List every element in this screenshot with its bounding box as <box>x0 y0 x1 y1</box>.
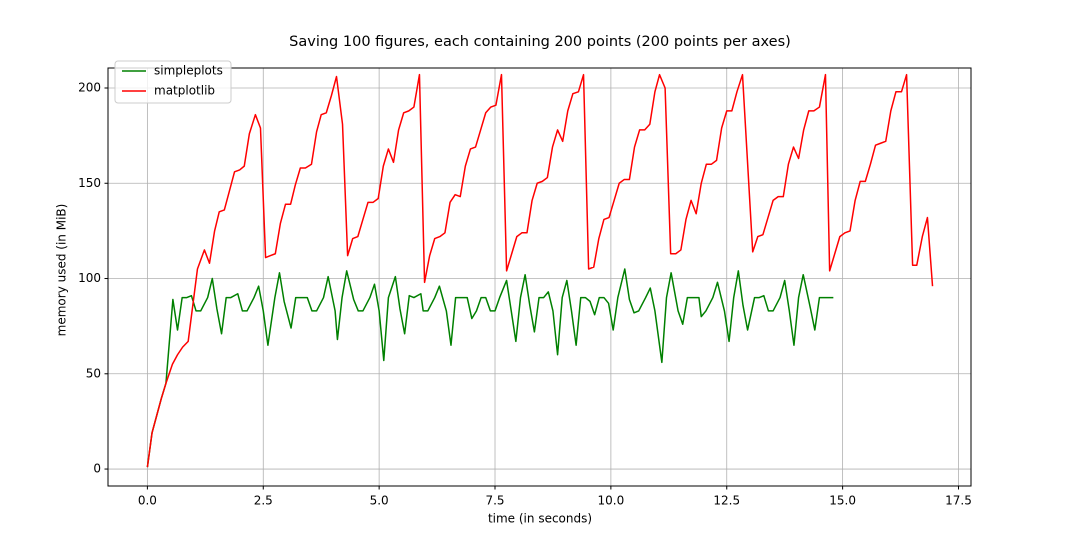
y-tick-label: 100 <box>78 271 101 285</box>
x-tick-label: 2.5 <box>254 494 273 508</box>
legend-label: matplotlib <box>154 84 215 98</box>
y-tick-label: 200 <box>78 81 101 95</box>
plot-area <box>146 73 934 468</box>
y-tick-label: 50 <box>86 366 101 380</box>
line-series <box>146 268 834 468</box>
y-tick-label: 0 <box>93 462 101 476</box>
y-axis-label: memory used (in MiB) <box>55 204 69 337</box>
x-tick-label: 0.0 <box>138 494 157 508</box>
x-tick-label: 7.5 <box>485 494 504 508</box>
x-tick-label: 5.0 <box>370 494 389 508</box>
x-axis-label: time (in seconds) <box>488 512 592 526</box>
y-tick-label: 150 <box>78 176 101 190</box>
line-series <box>146 73 934 468</box>
legend-label: simpleplots <box>154 64 223 78</box>
x-tick-label: 10.0 <box>598 494 625 508</box>
chart-title: Saving 100 figures, each containing 200 … <box>289 34 791 50</box>
x-tick-label: 12.5 <box>713 494 740 508</box>
grid <box>108 68 971 486</box>
axes-frame <box>107 67 972 487</box>
x-tick-label: 17.5 <box>945 494 972 508</box>
x-tick-label: 15.0 <box>829 494 856 508</box>
legend: simpleplots matplotlib <box>114 60 232 104</box>
